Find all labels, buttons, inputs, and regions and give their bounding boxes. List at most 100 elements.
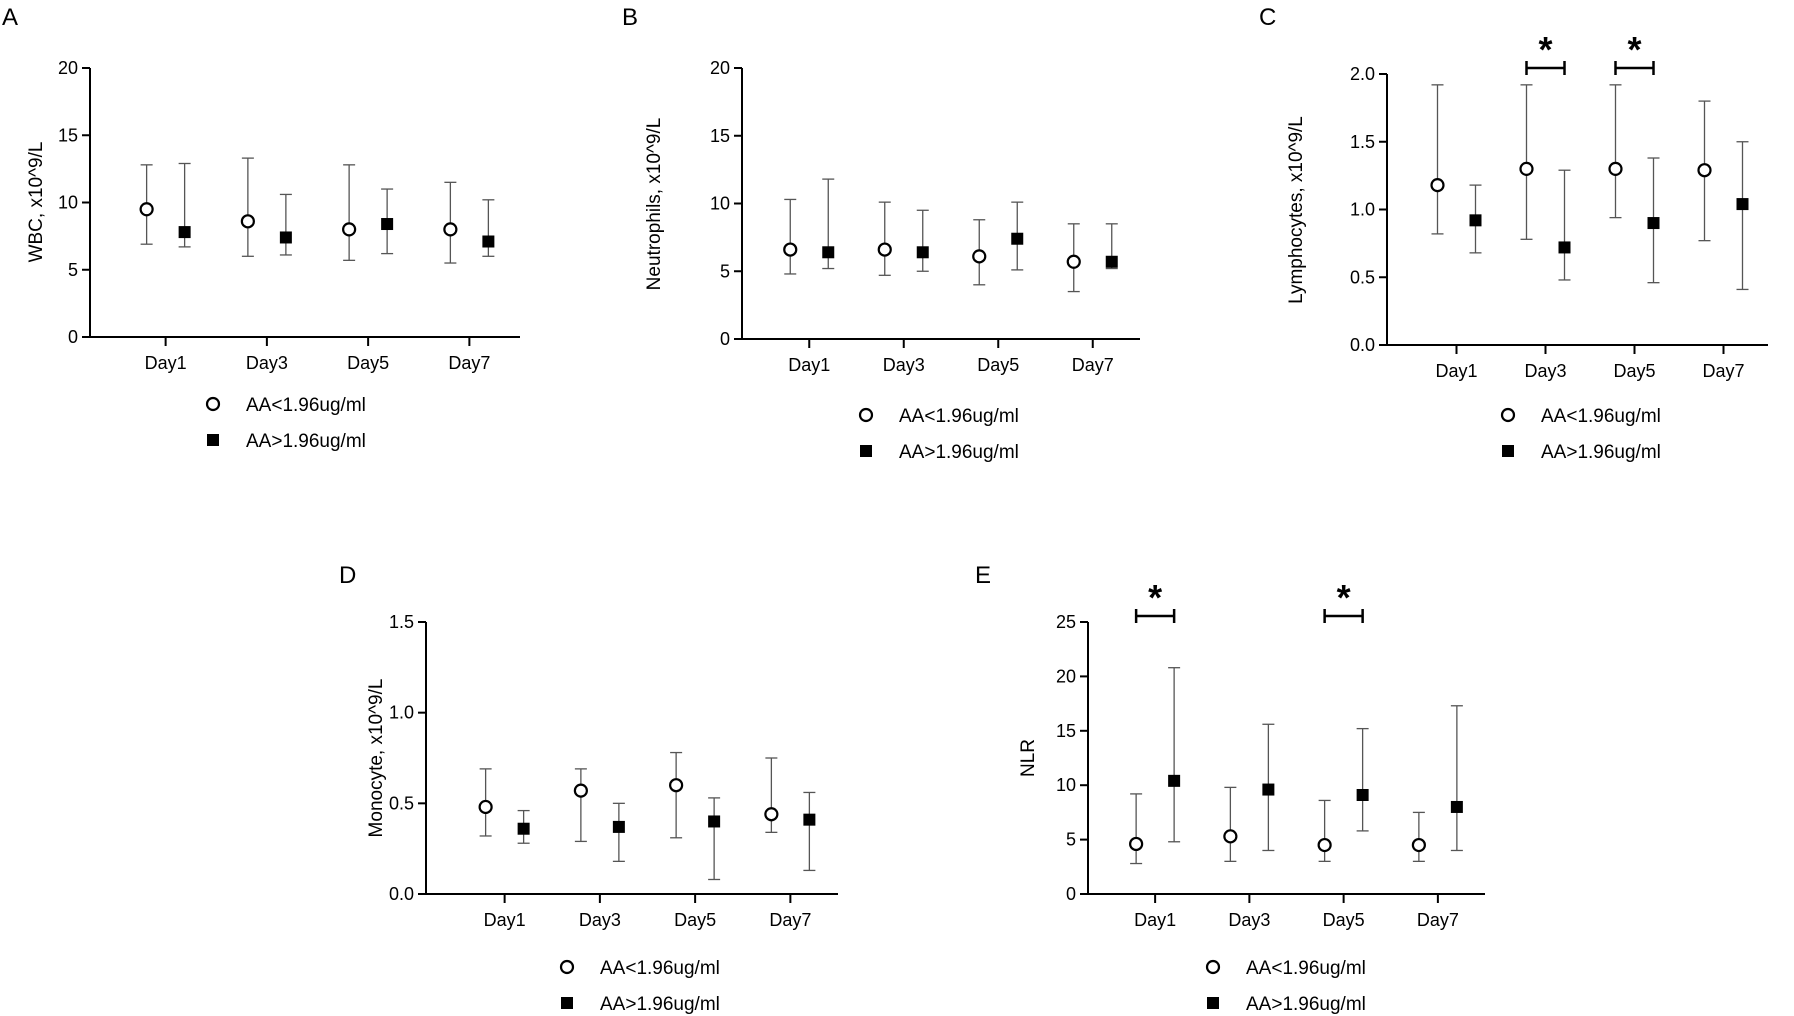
significance-star: * — [1627, 29, 1641, 70]
legend-label: AA<1.96ug/ml — [899, 406, 1019, 427]
x-tick-label: Day5 — [347, 353, 389, 373]
x-tick-label: Day5 — [977, 355, 1019, 375]
point-circle — [1430, 178, 1445, 193]
y-tick-label: 0.0 — [389, 884, 414, 904]
x-tick-label: Day1 — [1435, 361, 1477, 381]
point-circle — [1608, 161, 1623, 176]
x-tick-label: Day1 — [788, 355, 830, 375]
y-tick-label: 10 — [1056, 775, 1076, 795]
legend-circle-icon — [205, 396, 221, 412]
y-tick-label: 0 — [720, 329, 730, 349]
point-circle — [1697, 163, 1712, 178]
point-square — [1469, 214, 1482, 227]
point-circle — [877, 242, 892, 257]
y-tick-label: 1.0 — [1350, 200, 1375, 220]
y-tick-label: 10 — [710, 194, 730, 214]
y-tick-label: 20 — [710, 58, 730, 78]
point-square — [1558, 241, 1571, 254]
y-tick-label: 15 — [58, 125, 78, 145]
point-circle — [443, 222, 458, 237]
point-circle — [139, 202, 154, 217]
legend: AA<1.96ug/ml AA>1.96ug/ml — [559, 958, 720, 1015]
point-circle — [1066, 254, 1081, 269]
point-circle — [764, 807, 779, 822]
legend-label: AA>1.96ug/ml — [246, 431, 366, 452]
legend-circle-icon — [1205, 959, 1221, 975]
x-tick-label: Day1 — [1134, 910, 1176, 930]
y-tick-label: 25 — [1056, 612, 1076, 632]
y-tick-label: 0.0 — [1350, 335, 1375, 355]
x-tick-label: Day1 — [484, 910, 526, 930]
point-circle — [669, 778, 684, 793]
legend-label: AA>1.96ug/ml — [1246, 994, 1366, 1015]
point-circle — [1317, 837, 1332, 853]
y-tick-label: 0 — [1066, 884, 1076, 904]
x-tick-label: Day7 — [1702, 361, 1744, 381]
significance-star: * — [1337, 577, 1351, 618]
point-square — [482, 235, 495, 248]
point-circle — [573, 783, 588, 798]
point-square — [708, 815, 721, 828]
legend-circle-icon — [559, 959, 575, 975]
legend-label: AA<1.96ug/ml — [1541, 406, 1661, 427]
y-tick-label: 5 — [68, 260, 78, 280]
point-circle — [478, 799, 493, 815]
legend-circle-icon — [858, 407, 874, 423]
y-tick-label: 20 — [58, 58, 78, 78]
point-square — [279, 231, 292, 244]
legend-square-icon — [561, 997, 573, 1009]
point-square — [1736, 198, 1749, 211]
x-tick-label: Day5 — [1613, 361, 1655, 381]
y-tick-label: 0.5 — [1350, 267, 1375, 287]
panel-letter: E — [975, 562, 991, 589]
point-square — [517, 822, 530, 835]
legend: AA<1.96ug/ml AA>1.96ug/ml — [858, 406, 1019, 463]
legend-circle-icon — [1500, 407, 1516, 423]
legend-label: AA<1.96ug/ml — [246, 395, 366, 416]
legend-square-icon — [207, 434, 219, 446]
y-tick-label: 5 — [720, 261, 730, 281]
y-axis-title: Lymphocytes, x10^9/L — [1286, 116, 1307, 304]
y-tick-label: 1.0 — [389, 703, 414, 723]
x-tick-label: Day5 — [1323, 910, 1365, 930]
significance-star: * — [1538, 29, 1552, 70]
point-square — [803, 813, 816, 826]
point-square — [1105, 255, 1118, 268]
x-tick-label: Day5 — [674, 910, 716, 930]
point-square — [1011, 232, 1024, 245]
x-tick-label: Day1 — [145, 353, 187, 373]
legend-label: AA<1.96ug/ml — [600, 958, 720, 979]
legend-square-icon — [1207, 997, 1219, 1009]
y-tick-label: 15 — [1056, 721, 1076, 741]
legend-square-icon — [860, 445, 872, 457]
y-tick-label: 0.5 — [389, 793, 414, 813]
panel-letter: C — [1259, 4, 1276, 31]
y-tick-label: 5 — [1066, 830, 1076, 850]
point-circle — [1129, 836, 1144, 852]
y-tick-label: 15 — [710, 126, 730, 146]
panel-letter: A — [2, 4, 18, 31]
x-tick-label: Day7 — [1417, 910, 1459, 930]
panel-d: D 0.0 0.5 1.0 1.5 Monocyte, x10^9/L Day1 Day3 Da… — [339, 562, 838, 1015]
legend-label: AA<1.96ug/ml — [1246, 958, 1366, 979]
y-tick-label: 1.5 — [389, 612, 414, 632]
legend-label: AA>1.96ug/ml — [1541, 442, 1661, 463]
significance-bracket: * — [1323, 577, 1364, 623]
point-circle — [1223, 829, 1238, 844]
significance-star: * — [1148, 577, 1162, 618]
point-square — [1262, 783, 1275, 796]
point-square — [612, 820, 625, 833]
point-circle — [783, 242, 798, 257]
legend: AA<1.96ug/ml AA>1.96ug/ml — [205, 395, 366, 452]
point-square — [1168, 774, 1181, 787]
significance-bracket: * — [1614, 29, 1655, 75]
x-tick-label: Day3 — [1524, 361, 1566, 381]
panel-a: A 0 5 10 15 20 WBC, x10^9/L Day1 Day3 Day5 Day7 AA<… — [2, 4, 520, 452]
panel-c: C 0.0 0.5 1.0 1.5 2.0 Lymphocytes, x10^9/L Day1… — [1259, 4, 1768, 463]
x-tick-label: Day7 — [1072, 355, 1114, 375]
panel-letter: D — [339, 562, 356, 589]
point-circle — [1519, 161, 1534, 176]
significance-bracket: * — [1525, 29, 1566, 75]
point-square — [1450, 800, 1463, 813]
x-tick-label: Day7 — [769, 910, 811, 930]
